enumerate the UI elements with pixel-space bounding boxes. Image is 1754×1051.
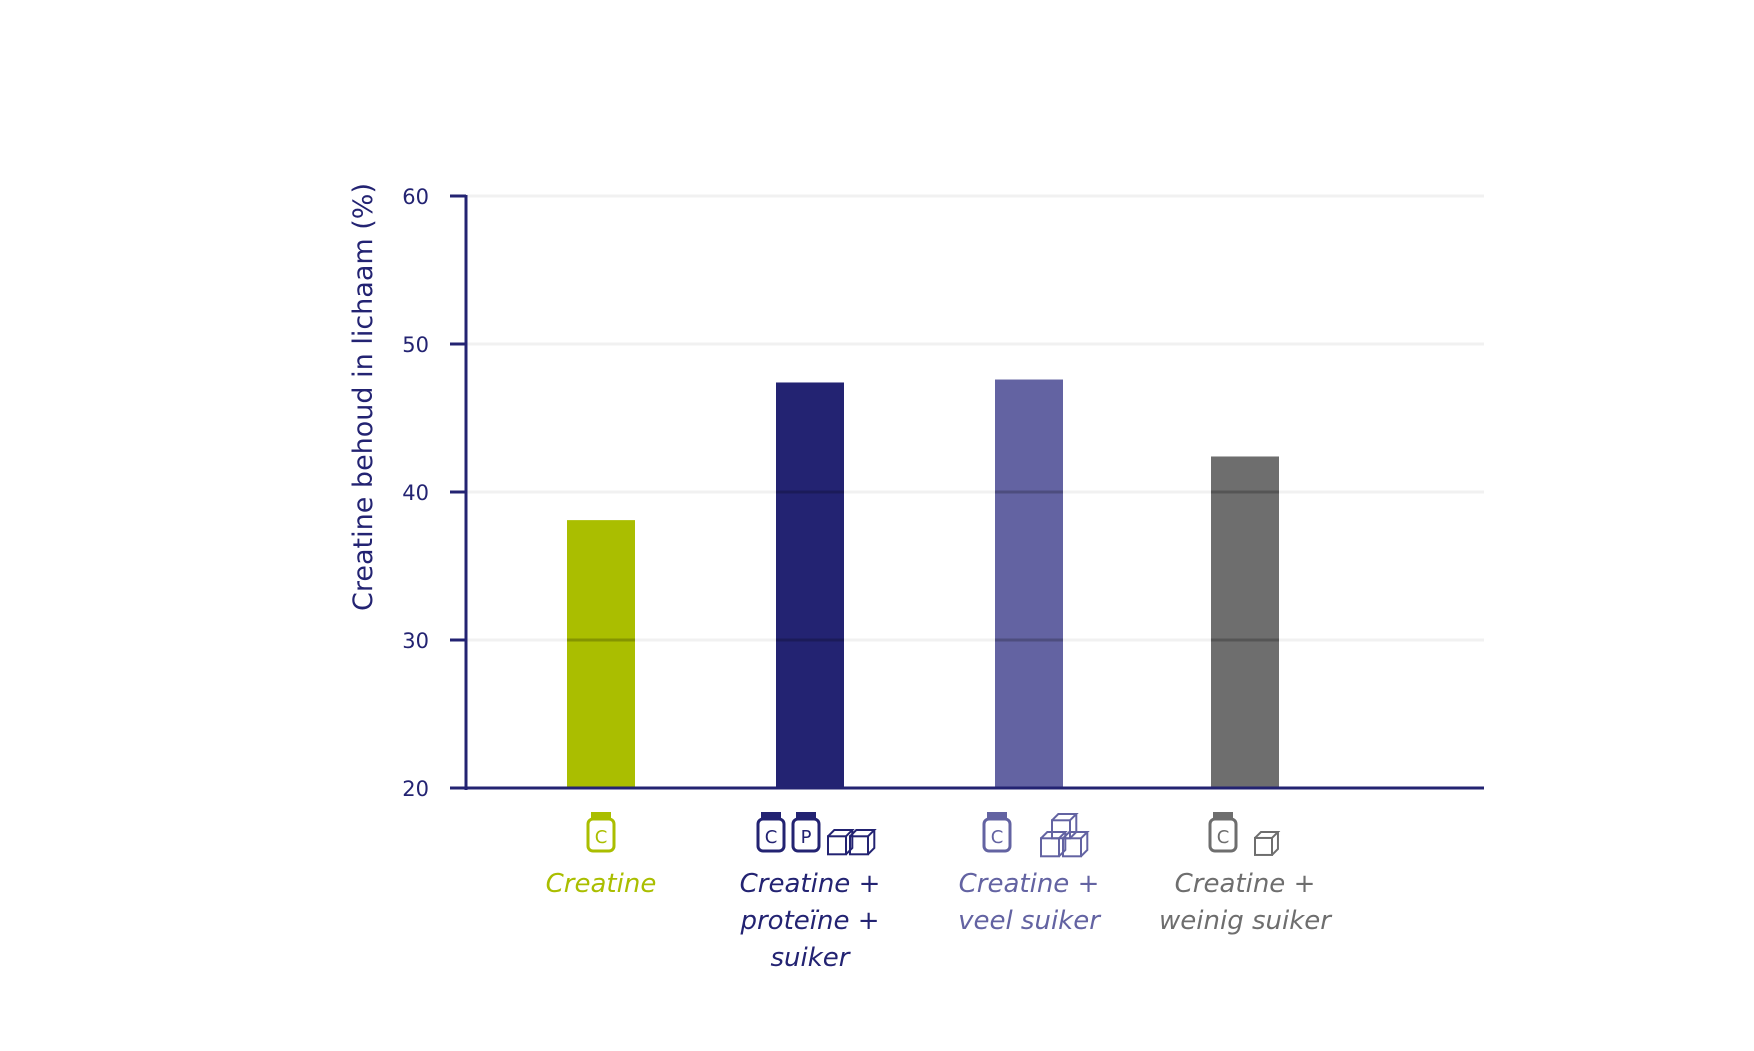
x-category-label: Creatine: [546, 869, 657, 899]
bar: [567, 520, 635, 788]
svg-text:C: C: [595, 827, 608, 848]
bar: [776, 382, 844, 788]
y-axis-label: Creatine behoud in lichaam (%): [348, 183, 379, 611]
svg-text:C: C: [765, 827, 778, 848]
y-tick-label: 20: [402, 777, 429, 801]
sugar-cube-icon: [1040, 831, 1068, 858]
x-categories: C C P C C Creatine Creatine + proteïne + suiker C…: [546, 812, 1333, 973]
jar-icon: C: [586, 812, 616, 853]
jar-icon: P: [791, 812, 821, 853]
bar: [1211, 456, 1279, 788]
y-ticks: 20 30 40 50 60: [402, 185, 466, 801]
x-category-label: Creatine +: [1175, 869, 1316, 899]
svg-text:C: C: [991, 827, 1004, 848]
bars: [567, 379, 1279, 788]
sugar-cube-icon: [1254, 831, 1281, 856]
x-category-label: weinig suiker: [1159, 906, 1333, 936]
x-category-label: veel suiker: [958, 906, 1102, 936]
x-category-label: Creatine +: [959, 869, 1100, 899]
y-tick-label: 30: [402, 629, 429, 653]
x-category-label: suiker: [771, 943, 852, 973]
jar-icon: C: [756, 812, 786, 853]
grid-lines: [466, 194, 1484, 642]
x-category-label: Creatine +: [740, 869, 881, 899]
jar-icon: C: [1208, 812, 1238, 853]
sugar-cube-icon: [1051, 813, 1079, 840]
y-tick-label: 50: [402, 333, 429, 357]
svg-text:C: C: [1217, 827, 1230, 848]
y-tick-label: 60: [402, 185, 429, 209]
y-tick-label: 40: [402, 481, 429, 505]
sugar-cube-icon: [827, 829, 855, 856]
sugar-cube-icon: [1062, 831, 1090, 858]
bar: [995, 379, 1063, 788]
sugar-cube-icon: [849, 829, 877, 856]
x-category-label: proteïne +: [739, 906, 879, 936]
svg-text:P: P: [801, 827, 812, 848]
jar-icon: C: [982, 812, 1012, 853]
